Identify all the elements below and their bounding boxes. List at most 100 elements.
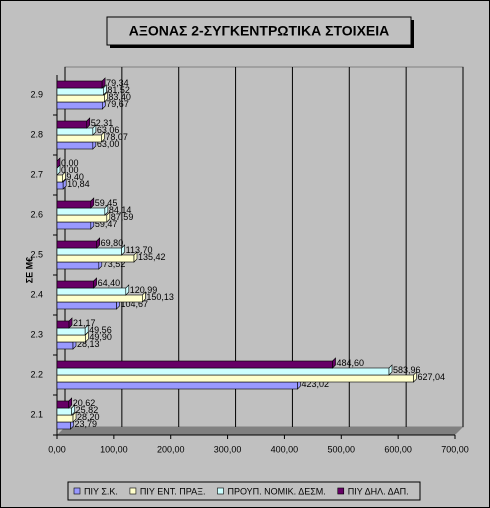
legend-box xyxy=(67,481,421,501)
value-label: 69,80 xyxy=(101,238,124,248)
bar xyxy=(56,181,64,190)
bar xyxy=(56,254,135,263)
value-label: 23,79 xyxy=(75,419,98,429)
value-label: 104,67 xyxy=(121,299,149,309)
y-tick-label: 2.3 xyxy=(30,329,43,339)
value-label: 73,52 xyxy=(103,259,126,269)
bar-side xyxy=(125,284,130,296)
x-tick-label: 400,00 xyxy=(271,444,299,454)
value-label: 78,07 xyxy=(105,132,128,142)
x-tick-label: 100,00 xyxy=(100,444,128,454)
legend-key xyxy=(129,487,137,495)
bar xyxy=(56,360,333,369)
value-label: 87,59 xyxy=(111,212,134,222)
y-tick-label: 2.1 xyxy=(30,409,43,419)
bar xyxy=(56,214,108,223)
value-label: 79,34 xyxy=(106,78,129,88)
value-label: 135,42 xyxy=(138,252,166,262)
bar xyxy=(56,327,86,336)
bar xyxy=(56,287,127,296)
chart-title: ΑΞΟΝΑΣ 2-ΣΥΓΚΕΝΤΡΩΤΙΚΑ ΣΤΟΙΧΕΙΑ xyxy=(129,23,390,39)
bar-side xyxy=(106,211,111,223)
bar xyxy=(56,381,298,390)
bar xyxy=(56,221,92,230)
value-label: 423,02 xyxy=(302,379,330,389)
bar xyxy=(56,207,106,216)
bar xyxy=(56,94,105,103)
bar xyxy=(56,240,97,249)
legend-label: ΠΙΥ ΕΝΤ. ΠΡΑΞ. xyxy=(140,486,206,496)
legend-label: ΠΡΟΥΠ. ΝΟΜΙΚ. ΔΕΣΜ. xyxy=(227,486,325,496)
bar xyxy=(56,261,100,270)
value-label: 83,40 xyxy=(108,92,131,102)
value-label: 49,90 xyxy=(89,332,112,342)
value-label: 59,45 xyxy=(95,198,118,208)
y-tick-label: 2.2 xyxy=(30,369,43,379)
value-label: 64,40 xyxy=(98,278,121,288)
legend-key xyxy=(337,487,345,495)
bar xyxy=(56,120,88,129)
bar-side xyxy=(101,77,106,89)
bar-side xyxy=(121,244,125,256)
y-tick-label: 2.6 xyxy=(30,209,43,219)
value-label: 484,60 xyxy=(337,358,365,368)
bar xyxy=(56,134,102,143)
bar-side xyxy=(84,324,89,336)
value-label: 627,04 xyxy=(418,372,446,382)
bar xyxy=(56,87,104,96)
value-label: 583,96 xyxy=(393,365,421,375)
value-label: 20,62 xyxy=(73,398,96,408)
value-label: 120,99 xyxy=(130,285,158,295)
legend-label: ΠΙΥ Σ.Κ. xyxy=(84,486,118,496)
x-tick-label: 300,00 xyxy=(214,444,242,454)
y-tick-label: 2.8 xyxy=(30,129,43,139)
value-label: 84,14 xyxy=(109,205,132,215)
bar xyxy=(56,341,74,350)
bar xyxy=(56,101,103,110)
value-label: 21,17 xyxy=(73,318,96,328)
bar-side xyxy=(101,131,105,143)
bar xyxy=(56,80,103,89)
bar-side xyxy=(72,411,77,423)
bar-side xyxy=(388,364,393,376)
bar-side xyxy=(133,251,138,263)
bar xyxy=(56,301,117,310)
bar xyxy=(56,174,63,183)
bar xyxy=(56,367,390,376)
y-tick-label: 2.5 xyxy=(30,249,43,259)
bar xyxy=(56,141,94,150)
bar-side xyxy=(68,317,73,329)
value-label: 10,84 xyxy=(67,179,90,189)
value-label: 52,31 xyxy=(91,118,114,128)
bar-side xyxy=(413,371,417,383)
bar xyxy=(56,247,122,256)
value-label: 28,20 xyxy=(77,412,100,422)
x-tick-label: 500,00 xyxy=(328,444,356,454)
bar-side xyxy=(103,84,107,96)
x-tick-label: 700,00 xyxy=(441,444,469,454)
bar-side xyxy=(92,124,97,136)
bar xyxy=(56,334,86,343)
bar-side xyxy=(68,397,73,409)
bar-side xyxy=(71,404,75,416)
bar xyxy=(56,407,72,416)
value-label: 28,13 xyxy=(77,339,100,349)
bar xyxy=(56,294,143,303)
y-tick-label: 2.9 xyxy=(30,89,43,99)
value-label: 0,00 xyxy=(61,158,79,168)
bar-side xyxy=(104,204,109,216)
value-label: 79,67 xyxy=(106,99,129,109)
bar-side xyxy=(104,91,108,103)
value-label: 81,52 xyxy=(107,85,130,95)
bar xyxy=(56,200,92,209)
bar-side xyxy=(90,197,95,209)
value-label: 59,47 xyxy=(95,219,118,229)
bar-side xyxy=(56,157,61,169)
legend-key xyxy=(217,487,224,495)
x-tick-label: 600,00 xyxy=(384,444,412,454)
bar-side xyxy=(332,357,336,369)
bar xyxy=(56,127,94,136)
bar xyxy=(56,374,414,383)
y-tick-label: 2.4 xyxy=(30,289,43,299)
